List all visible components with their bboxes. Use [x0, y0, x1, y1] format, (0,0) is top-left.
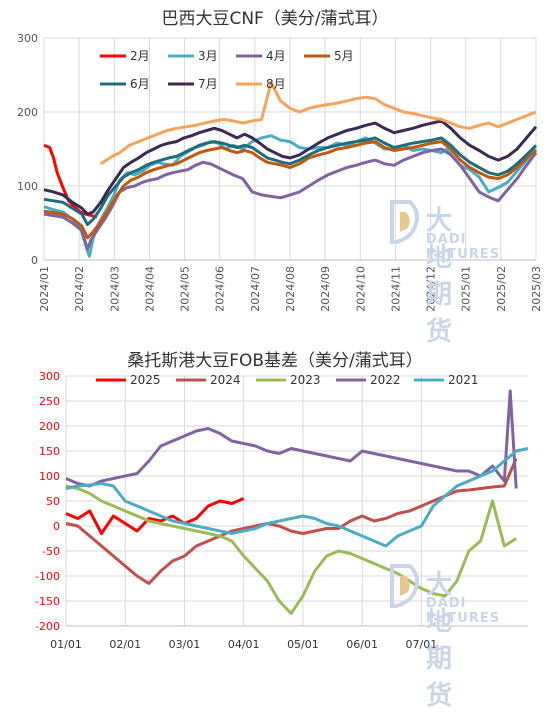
legend-label: 2月 — [130, 49, 150, 63]
x-tick-label: 2024/07 — [249, 266, 262, 312]
legend-label: 2025 — [130, 373, 161, 387]
y-tick-label: 50 — [46, 495, 60, 508]
y-tick-label: 200 — [39, 420, 60, 433]
y-tick-label: 200 — [17, 106, 38, 119]
legend-label: 3月 — [198, 49, 218, 63]
x-tick-label: 2024/03 — [108, 266, 121, 312]
x-tick-label: 2024/05 — [179, 266, 192, 312]
x-tick-label: 07/01 — [406, 638, 438, 651]
legend-label: 8月 — [266, 77, 286, 91]
series-line-2021 — [65, 447, 529, 548]
series-line-2022 — [65, 389, 518, 489]
series-line-7月 — [43, 119, 538, 216]
series-line-8月 — [99, 80, 537, 166]
x-tick-label: 2024/08 — [284, 266, 297, 312]
x-tick-label: 2025/01 — [460, 266, 473, 312]
y-tick-label: 100 — [39, 470, 60, 483]
x-tick-label: 2024/11 — [389, 266, 402, 312]
watermark-cn: 大地期货 — [426, 570, 455, 711]
x-tick-label: 03/01 — [169, 638, 201, 651]
series-line-3月 — [43, 134, 538, 258]
legend-label: 2024 — [210, 373, 241, 387]
legend-label: 2021 — [448, 373, 479, 387]
series-line-2025 — [65, 497, 245, 535]
y-tick-label: 0 — [31, 254, 38, 267]
chart-svg-bottom: -200 -150 -100 -50 0 50 100 150 200 250 300 01/01 02… — [35, 370, 529, 651]
y-tick-label: -150 — [35, 595, 60, 608]
x-tick-label: 2024/06 — [214, 266, 227, 312]
x-tick-label: 01/01 — [50, 638, 82, 651]
y-tick-label: 150 — [39, 445, 60, 458]
watermark-cn: 大地期货 — [426, 206, 455, 347]
legend-label: 4月 — [266, 49, 286, 63]
dadi-logo-icon — [390, 200, 420, 244]
legend-label: 2022 — [370, 373, 401, 387]
legend-label: 7月 — [198, 77, 218, 91]
y-tick-label: 250 — [39, 395, 60, 408]
chart-panel-santos-basis: 桑托斯港大豆FOB基差（美分/蒲式耳） -200 -150 -100 -50 0 50 10… — [0, 330, 550, 711]
watermark-en: DADI FUTURES — [426, 596, 501, 626]
watermark-en: DADI FUTURES — [426, 232, 501, 262]
x-tick-label: 05/01 — [287, 638, 319, 651]
y-tick-label: -100 — [35, 570, 60, 583]
y-tick-label: 100 — [17, 180, 38, 193]
y-tick-label: 0 — [53, 520, 60, 533]
chart-svg-top: 0 100 200 300 2024/01 2024/02 2024/03 2024/04 20… — [17, 32, 543, 312]
chart-title: 桑托斯港大豆FOB基差（美分/蒲式耳） — [127, 351, 423, 371]
legend-label: 5月 — [334, 49, 354, 63]
x-tick-label: 2024/04 — [143, 266, 156, 312]
x-tick-label: 2024/12 — [425, 266, 438, 312]
chart-title: 巴西大豆CNF（美分/蒲式耳） — [161, 9, 389, 29]
series-line-6月 — [43, 136, 538, 226]
x-tick-label: 2024/09 — [319, 266, 332, 312]
y-tick-label: -50 — [42, 545, 60, 558]
series-line-2023 — [65, 484, 517, 615]
x-tick-label: 02/01 — [109, 638, 141, 651]
legend-label: 2023 — [290, 373, 321, 387]
series-line-5月 — [43, 140, 537, 240]
x-tick-label: 2024/01 — [38, 266, 51, 312]
x-tick-label: 2024/02 — [73, 266, 86, 312]
y-tick-label: -200 — [35, 620, 60, 633]
chart-panel-brazil-cnf: 巴西大豆CNF（美分/蒲式耳） 0 100 200 300 2024/01 2024/02… — [0, 0, 550, 347]
x-tick-label: 2025/02 — [495, 266, 508, 312]
x-tick-label: 2025/03 — [530, 266, 543, 312]
x-tick-label: 06/01 — [346, 638, 378, 651]
x-tick-label: 2024/10 — [354, 266, 367, 312]
dadi-logo-icon — [390, 564, 420, 608]
y-tick-label: 300 — [39, 370, 60, 383]
y-tick-label: 300 — [17, 32, 38, 45]
x-tick-label: 04/01 — [228, 638, 260, 651]
legend-label: 6月 — [130, 77, 150, 91]
